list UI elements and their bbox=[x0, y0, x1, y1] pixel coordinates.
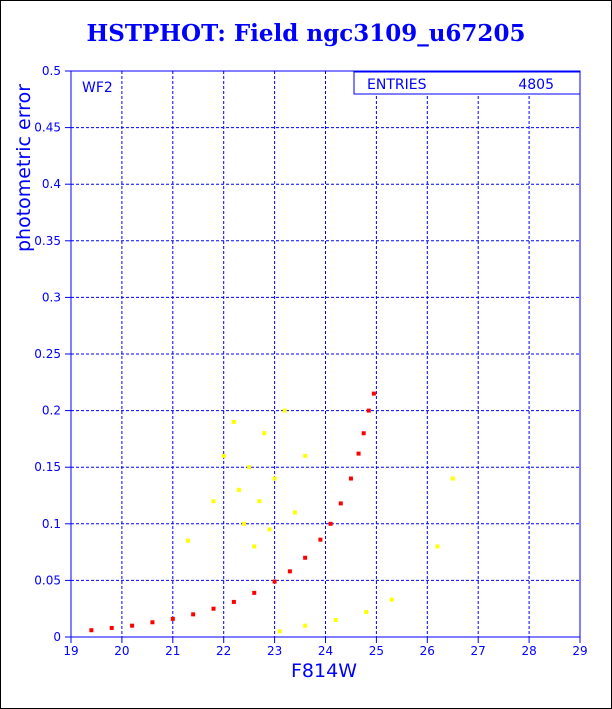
data-point bbox=[356, 451, 361, 456]
data-point bbox=[389, 597, 394, 602]
y-axis-label: photometric error bbox=[13, 84, 35, 252]
data-point bbox=[221, 453, 226, 458]
data-point bbox=[328, 521, 333, 526]
y-tick-label: 0.05 bbox=[34, 573, 61, 587]
data-point bbox=[186, 538, 191, 543]
data-point bbox=[277, 629, 282, 634]
stats-box-label: ENTRIES bbox=[367, 77, 427, 93]
data-point bbox=[348, 476, 353, 481]
y-tick-label: 0.5 bbox=[42, 64, 61, 78]
data-point bbox=[303, 623, 308, 628]
y-tick-label: 0.1 bbox=[42, 517, 61, 531]
stats-box-value: 4805 bbox=[518, 77, 554, 93]
chart-title: HSTPHOT: Field ngc3109_u67205 bbox=[86, 20, 526, 47]
y-tick-label: 0.4 bbox=[42, 177, 61, 191]
data-point bbox=[109, 625, 114, 630]
data-point bbox=[130, 623, 135, 628]
data-point bbox=[89, 628, 94, 633]
plot-area: 19 20 21 22 23 24 25 26 27 28 29 0 0.05 0.1 0.15 0.2 0.2… bbox=[34, 64, 587, 658]
data-point bbox=[262, 431, 267, 436]
data-point bbox=[287, 569, 292, 574]
x-tick-label: 24 bbox=[318, 644, 333, 658]
y-tick-label: 0 bbox=[53, 630, 61, 644]
data-point bbox=[267, 527, 272, 532]
data-point bbox=[191, 612, 196, 617]
x-tick-label: 28 bbox=[521, 644, 536, 658]
data-point bbox=[333, 618, 338, 623]
data-point bbox=[242, 521, 247, 526]
data-point bbox=[318, 537, 323, 542]
data-point bbox=[150, 620, 155, 625]
data-point bbox=[257, 499, 262, 504]
data-point bbox=[292, 510, 297, 515]
data-point bbox=[303, 453, 308, 458]
x-tick-label: 21 bbox=[165, 644, 180, 658]
data-point bbox=[364, 610, 369, 615]
x-tick-label: 26 bbox=[420, 644, 435, 658]
data-point bbox=[282, 408, 287, 413]
x-tick-label: 27 bbox=[471, 644, 486, 658]
data-point bbox=[303, 555, 308, 560]
stats-box-frame bbox=[353, 71, 581, 95]
x-tick-label: 19 bbox=[63, 644, 78, 658]
y-tick-label: 0.15 bbox=[34, 460, 61, 474]
data-point bbox=[435, 544, 440, 549]
x-tick-label: 29 bbox=[572, 644, 587, 658]
x-tick-label: 20 bbox=[114, 644, 129, 658]
y-tick-label: 0.35 bbox=[34, 234, 61, 248]
data-point bbox=[211, 499, 216, 504]
data-point bbox=[450, 476, 455, 481]
panel-label: WF2 bbox=[82, 80, 113, 96]
data-point bbox=[252, 590, 257, 595]
x-axis-label: F814W bbox=[291, 660, 357, 682]
y-tick-label: 0.3 bbox=[42, 290, 61, 304]
data-point bbox=[272, 476, 277, 481]
data-point bbox=[252, 544, 257, 549]
data-point bbox=[371, 391, 376, 396]
stats-box: ENTRIES 4805 bbox=[353, 71, 581, 95]
data-point bbox=[170, 616, 175, 621]
x-tick-label: 25 bbox=[369, 644, 384, 658]
data-point bbox=[236, 487, 241, 492]
data-point bbox=[272, 579, 277, 584]
y-tick-label: 0.45 bbox=[34, 121, 61, 135]
data-point bbox=[366, 408, 371, 413]
x-tick-label: 23 bbox=[267, 644, 282, 658]
data-point bbox=[231, 599, 236, 604]
data-point bbox=[211, 606, 216, 611]
data-point bbox=[338, 501, 343, 506]
data-point bbox=[361, 431, 366, 436]
data-point bbox=[231, 419, 236, 424]
y-tick-label: 0.2 bbox=[42, 404, 61, 418]
x-tick-label: 22 bbox=[216, 644, 231, 658]
data-point bbox=[247, 465, 252, 470]
y-tick-label: 0.25 bbox=[34, 347, 61, 361]
